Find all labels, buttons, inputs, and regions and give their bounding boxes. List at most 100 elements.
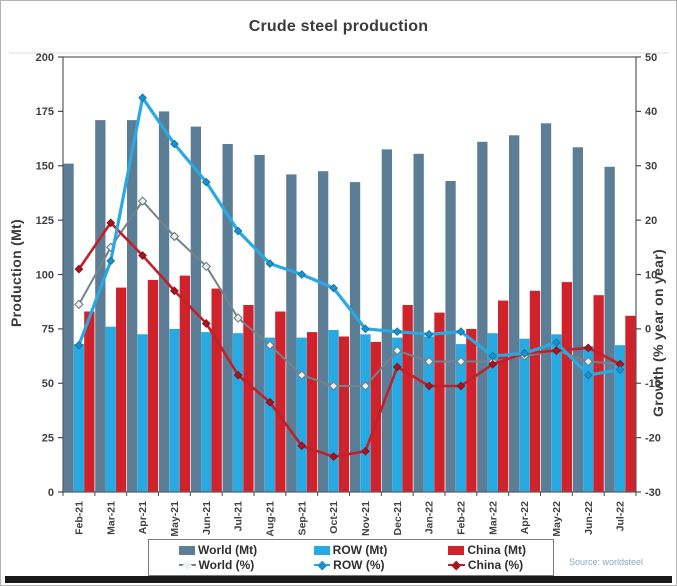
marker-china--may-21 [170, 286, 179, 296]
marker-world--feb-21 [74, 299, 84, 310]
x-tick-label-jun-21: Jun-21 [201, 501, 213, 535]
bar-world-mt--sep-21 [286, 174, 297, 492]
marker-world--jun-22 [583, 356, 594, 367]
x-tick-label-oct-21: Oct-21 [328, 501, 340, 534]
marker-row--mar-21 [106, 256, 116, 266]
bar-china-mt--apr-22 [529, 290, 541, 492]
marker-world--aug-21 [265, 340, 275, 350]
x-tick-label-feb-22: Feb-22 [455, 501, 467, 535]
bar-china-mt--jul-22 [625, 315, 636, 492]
x-tick-label-jun-22: Jun-22 [583, 501, 595, 535]
bar-china-mt--aug-21 [275, 311, 286, 492]
x-tick-label-dec-21: Dec-21 [392, 501, 404, 536]
right-axis-title: Growth (% year on year) [650, 249, 666, 417]
legend-row-lines: World (%) ROW (%) China (%) [149, 558, 553, 572]
marker-row--nov-21 [361, 324, 370, 334]
bar-china-mt--feb-22 [466, 328, 477, 492]
legend-label: World (Mt) [198, 543, 258, 557]
bar-row-mt--sep-21 [296, 337, 307, 492]
marker-world--nov-21 [360, 381, 371, 391]
right-tick-label: -20 [645, 432, 661, 444]
source-credit: Source: worldsteel [568, 557, 643, 567]
bar-china-mt--apr-21 [147, 279, 159, 492]
legend-item-row-pct: ROW (%) [284, 558, 419, 572]
bar-row-mt--jul-21 [232, 333, 244, 492]
right-tick-label: -10 [645, 378, 661, 390]
right-tick-label: 10 [645, 269, 657, 281]
bar-row-mt--may-22 [551, 334, 562, 492]
marker-china--feb-22 [456, 381, 466, 391]
marker-row--aug-21 [265, 259, 275, 269]
marker-china--feb-21 [74, 264, 84, 274]
row-line-swatch-icon [313, 560, 331, 570]
left-tick-label: 75 [42, 324, 54, 336]
bar-china-mt--dec-21 [402, 305, 413, 492]
bar-world-mt--jun-22 [572, 147, 583, 492]
bar-world-mt--feb-22 [445, 181, 456, 492]
bar-world-mt--feb-21 [63, 163, 74, 492]
marker-china--jun-21 [201, 319, 211, 328]
legend-item-row-mt: ROW (Mt) [284, 543, 419, 557]
bar-row-mt--nov-21 [360, 334, 371, 492]
x-tick-label-may-21: May-21 [169, 501, 181, 537]
left-tick-label: 125 [36, 215, 54, 227]
marker-row--feb-21 [74, 340, 84, 350]
bar-world-mt--may-22 [540, 123, 552, 492]
bar-row-mt--oct-21 [328, 330, 339, 492]
bar-world-mt--apr-22 [509, 135, 520, 492]
right-tick-label: 50 [645, 52, 657, 64]
marker-china--dec-21 [392, 362, 402, 372]
bar-china-mt--mar-22 [498, 300, 509, 492]
marker-row--may-21 [170, 139, 179, 149]
legend-item-world-pct: World (%) [149, 558, 284, 572]
legend-label: ROW (%) [333, 558, 385, 572]
bar-row-mt--dec-21 [392, 337, 403, 492]
plot-area: 0 25 50 75 100 125 150 175 200 -30 -20 -10 0 10 20 30 40… [36, 52, 661, 537]
left-tick-label: 25 [42, 432, 54, 444]
marker-row--jun-21 [201, 177, 211, 187]
chart-title: Crude steel production [248, 18, 429, 35]
bar-world-mt--mar-22 [477, 141, 488, 492]
right-tick-label: 40 [645, 106, 657, 118]
marker-row--mar-22 [488, 351, 498, 361]
marker-china--mar-22 [488, 359, 498, 369]
marker-world--sep-21 [296, 370, 307, 380]
marker-row--sep-21 [297, 270, 307, 279]
bar-china-mt--oct-21 [338, 336, 350, 492]
bar-world-mt--dec-21 [381, 149, 392, 492]
bar-row-mt--feb-22 [455, 344, 467, 492]
marker-china--may-22 [552, 346, 561, 356]
marker-world--may-21 [169, 231, 180, 242]
marker-row--may-22 [552, 338, 561, 347]
bar-row-mt--mar-21 [105, 326, 116, 492]
marker-china--oct-21 [329, 452, 338, 462]
bar-world-mt--jun-21 [190, 126, 201, 492]
legend-item-china-mt: China (Mt) [418, 543, 553, 557]
bar-china-mt--sep-21 [307, 332, 318, 492]
row-bar-swatch-icon [313, 545, 330, 555]
marker-row--oct-21 [329, 283, 338, 293]
marker-row--jul-21 [233, 226, 243, 236]
bar-row-mt--apr-21 [137, 334, 148, 492]
bar-world-mt--jul-21 [222, 144, 233, 492]
bar-china-mt--jul-21 [243, 305, 254, 492]
marker-world--jul-21 [233, 313, 243, 323]
marker-row--jun-22 [583, 370, 593, 380]
marker-world--jun-21 [201, 261, 212, 272]
legend-item-world-mt: World (Mt) [149, 543, 284, 557]
bar-row-mt--jan-22 [423, 336, 435, 492]
marker-china--apr-21 [138, 251, 147, 260]
bar-world-mt--mar-21 [95, 120, 106, 492]
world-line-swatch-icon [179, 560, 196, 570]
marker-china--mar-21 [106, 218, 116, 228]
marker-china--jun-22 [583, 343, 593, 353]
marker-china--jul-21 [233, 370, 243, 380]
x-tick-label-may-22: May-22 [551, 501, 563, 537]
bar-row-mt--apr-22 [519, 338, 530, 492]
bar-china-mt--may-22 [561, 282, 572, 492]
x-tick-label-mar-21: Mar-21 [105, 501, 117, 535]
marker-world--oct-21 [328, 381, 339, 391]
marker-row--dec-21 [392, 327, 402, 336]
